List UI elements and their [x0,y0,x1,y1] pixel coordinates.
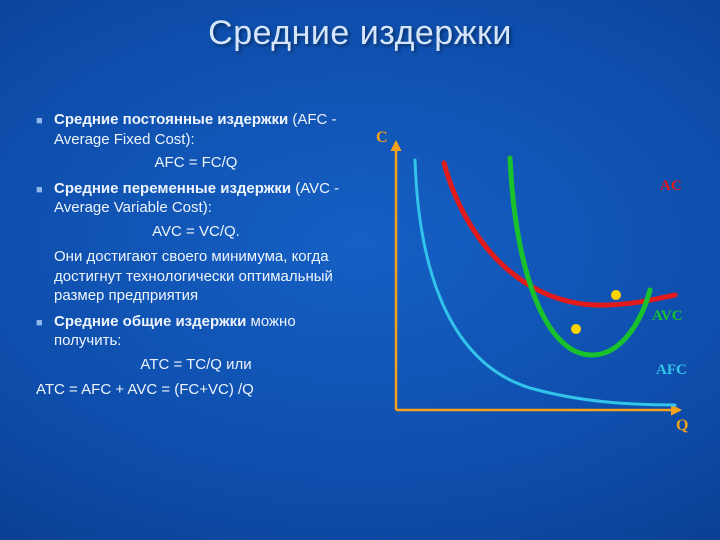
svg-text:C: C [376,130,388,146]
bullet-marker: ■ [36,110,54,149]
bullet-head: Средние постоянные издержки [54,111,288,128]
bullet-body: Средние общие издержки можно получить: [54,312,356,351]
bullet-body: Средние постоянные издержки (AFC - Avera… [54,110,356,149]
bullet-head: Средние общие издержки [54,313,246,330]
svg-text:AC: AC [660,178,682,194]
formula-avc: AVC = VC/Q. [36,222,356,242]
paragraph-min: Они достигают своего минимума, когда дос… [54,247,356,306]
svg-text:Q: Q [676,417,688,434]
formula-atc-1: ATC = TC/Q или [36,355,356,375]
text-column: ■ Средние постоянные издержки (AFC - Ave… [36,110,356,406]
cost-curves-chart: C Q AFC AVC AC [370,130,700,460]
svg-text:AFC: AFC [656,362,687,378]
bullet-head: Средние переменные издержки [54,180,291,197]
formula-atc-2: ATC = AFC + AVC = (FC+VC) /Q [36,380,356,400]
svg-text:AVC: AVC [652,308,683,324]
bullet-atc: ■ Средние общие издержки можно получить: [36,312,356,351]
bullet-afc: ■ Средние постоянные издержки (AFC - Ave… [36,110,356,149]
bullet-avc: ■ Средние переменные издержки (AVC -Aver… [36,179,356,218]
bullet-marker: ■ [36,179,54,218]
formula-afc: AFC = FC/Q [36,153,356,173]
bullet-body: Средние переменные издержки (AVC -Averag… [54,179,356,218]
page-title: Средние издержки [0,14,720,53]
chart-svg: C Q AFC AVC AC [370,130,700,460]
bullet-marker: ■ [36,312,54,351]
